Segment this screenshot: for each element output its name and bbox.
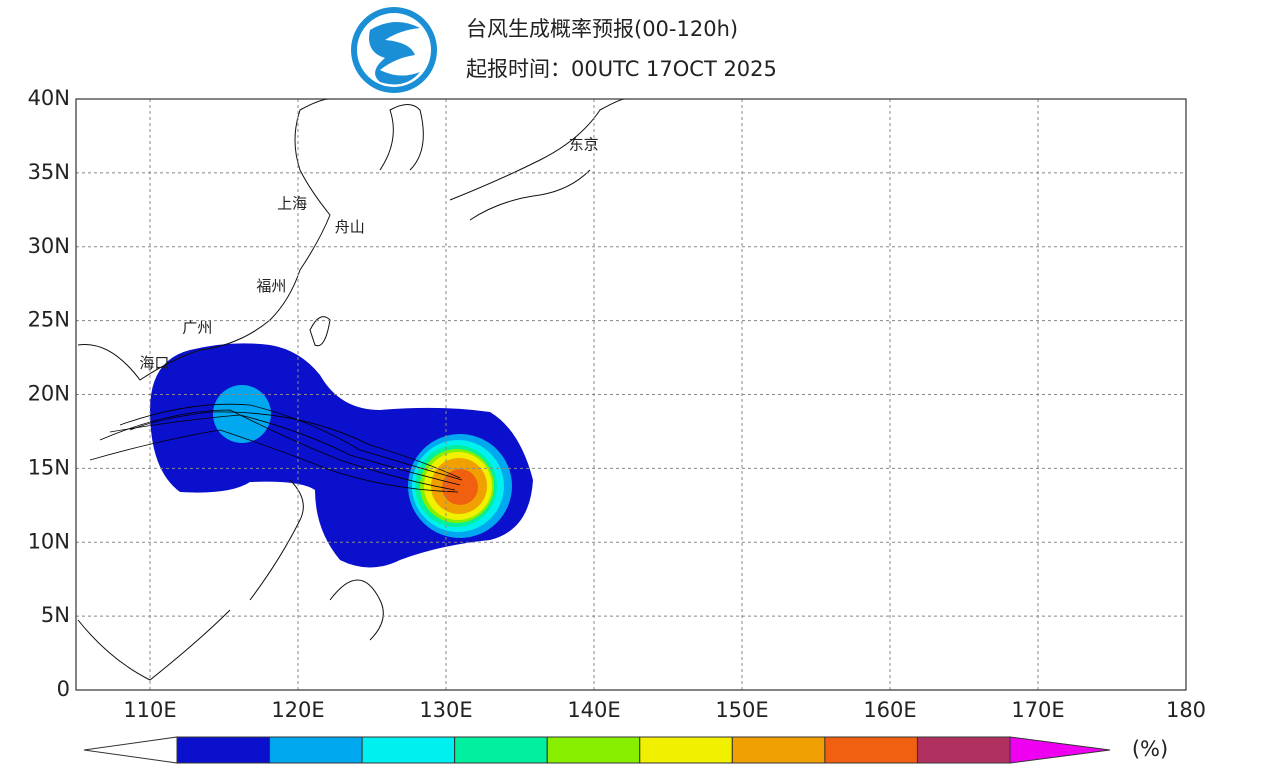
- colorbar-box: [176, 736, 271, 764]
- y-tick-label: 40N: [28, 86, 70, 110]
- colorbar-box: [731, 736, 826, 764]
- y-tick-label: 30N: [28, 234, 70, 258]
- x-tick-label: 140E: [567, 698, 620, 722]
- y-tick-label: 5N: [41, 603, 70, 627]
- x-tick-label: 150E: [715, 698, 768, 722]
- tracks: [89, 403, 463, 493]
- map-frame: [75, 98, 1187, 691]
- subtitle: 起报时间：00UTC 17OCT 2025: [466, 57, 777, 81]
- y-tick-label: 15N: [28, 455, 70, 479]
- y-tick-label: 0: [57, 677, 70, 701]
- y-tick-label: 20N: [28, 382, 70, 406]
- y-tick-label: 25N: [28, 308, 70, 332]
- x-tick-label: 130E: [419, 698, 472, 722]
- y-tick-label: 10N: [28, 529, 70, 553]
- colorbar-unit: (%): [1132, 737, 1168, 761]
- city-label: 海口: [139, 354, 169, 372]
- colorbar-box: [454, 736, 548, 764]
- city-label: 广州: [182, 319, 212, 337]
- colorbar-box: [916, 736, 1011, 764]
- coastlines: [77, 98, 626, 681]
- colorbar-box: [269, 736, 363, 764]
- colorbar-box: [639, 736, 733, 764]
- x-tick-label: 180: [1166, 698, 1206, 722]
- y-tick-label: 35N: [28, 160, 70, 184]
- logo: [351, 7, 437, 93]
- city-label: 上海: [277, 194, 307, 212]
- title: 台风生成概率预报(00-120h): [466, 17, 738, 41]
- x-tick-label: 170E: [1011, 698, 1064, 722]
- colorbar-low-end: [83, 736, 178, 764]
- x-tick-label: 120E: [271, 698, 324, 722]
- colorbar-box: [824, 736, 918, 764]
- x-tick-label: 110E: [123, 698, 176, 722]
- city-label: 舟山: [335, 218, 365, 236]
- probability-field: [150, 343, 533, 568]
- colorbar-high-end: [1009, 736, 1111, 764]
- colorbar-box: [546, 736, 641, 764]
- colorbar-box: [361, 736, 456, 764]
- city-label: 福州: [256, 277, 286, 295]
- city-label: 东京: [569, 135, 599, 153]
- x-tick-label: 160E: [863, 698, 916, 722]
